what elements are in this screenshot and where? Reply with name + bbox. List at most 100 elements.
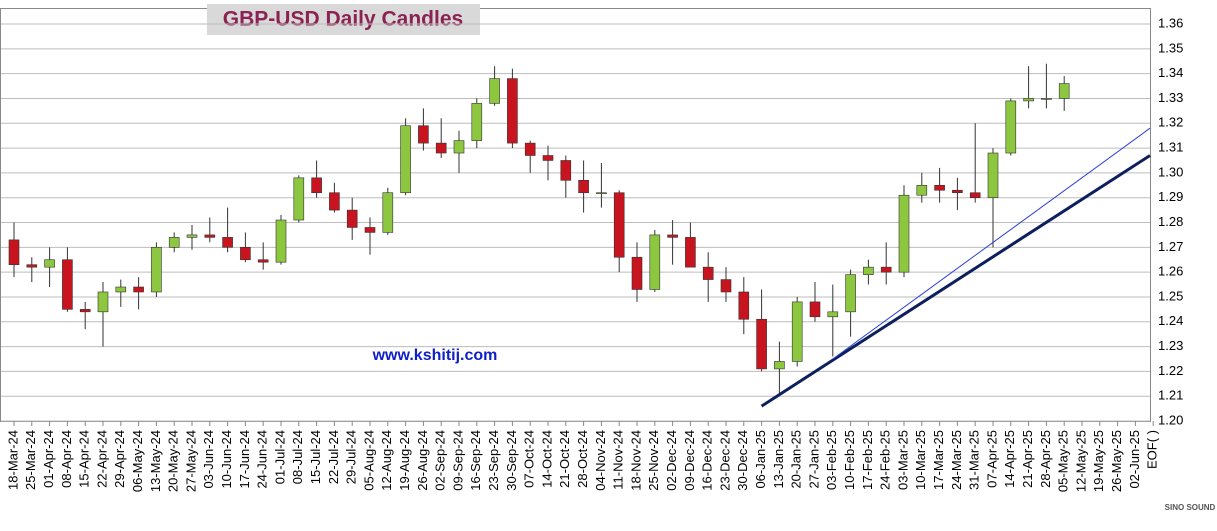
candle-body — [774, 361, 785, 370]
y-tick-label: 1.31 — [1158, 140, 1183, 155]
y-tick-label: 1.24 — [1158, 313, 1183, 328]
y-tick-label: 1.25 — [1158, 288, 1183, 303]
x-tick-label: 30-Sep-24 — [504, 430, 519, 491]
candle-body — [827, 311, 839, 318]
x-tick-label: 29-Jul-24 — [344, 430, 359, 484]
x-tick-label: 17-Mar-25 — [931, 430, 946, 490]
candle-body — [186, 234, 198, 238]
y-tick-label: 1.20 — [1158, 412, 1183, 427]
candle-body — [204, 234, 216, 238]
y-tick-label: 1.27 — [1158, 239, 1183, 254]
y-tick-label: 1.21 — [1158, 388, 1183, 403]
candle-body — [133, 286, 144, 293]
x-tick-label: 21-Apr-25 — [1020, 430, 1035, 488]
x-tick-label: 27-May-24 — [183, 430, 198, 492]
x-tick-label: 15-Apr-24 — [77, 430, 92, 488]
candle-body — [382, 192, 394, 233]
x-tick-label: 09-Sep-24 — [450, 430, 465, 491]
x-tick-label: 14-Apr-25 — [1002, 430, 1017, 488]
candle-body — [26, 264, 38, 268]
x-tick-label: 13-May-24 — [148, 430, 163, 492]
x-tick-label: 19-May-25 — [1091, 430, 1106, 492]
candle-body — [489, 78, 500, 104]
x-tick-label: 07-Oct-24 — [522, 430, 537, 488]
candle-body — [880, 266, 892, 273]
candle-body — [969, 192, 981, 198]
candle-body — [916, 184, 928, 196]
x-tick-label: 03-Feb-25 — [824, 430, 839, 490]
y-tick-label: 1.22 — [1158, 363, 1183, 378]
x-tick-label: 10-Mar-25 — [913, 430, 928, 490]
y-tick-label: 1.28 — [1158, 214, 1183, 229]
candle-body — [952, 189, 963, 194]
candle-body — [79, 309, 91, 313]
chart-title: GBP-USD Daily Candles — [223, 8, 463, 31]
candle-body — [898, 194, 910, 273]
y-tick-label: 1.32 — [1158, 115, 1183, 130]
trendline — [832, 127, 1151, 360]
candle-body — [578, 180, 589, 194]
x-tick-label: 23-Sep-24 — [486, 430, 501, 491]
x-tick-label: 31-Mar-25 — [967, 430, 982, 490]
x-tick-label: 12-May-25 — [1073, 430, 1088, 492]
x-tick-label: 04-Nov-24 — [593, 430, 608, 491]
x-tick-label: 01-Jul-24 — [272, 430, 287, 484]
x-tick-label: 17-Feb-25 — [860, 430, 875, 490]
x-tick-label: 18-Nov-24 — [628, 430, 643, 491]
x-tick-label: EOF( ) — [1145, 430, 1160, 469]
candle-body — [560, 160, 572, 181]
y-tick-label: 1.23 — [1158, 338, 1183, 353]
candle-body — [1058, 83, 1070, 99]
candle-body — [151, 247, 162, 293]
x-tick-label: 26-Aug-24 — [415, 430, 430, 491]
x-tick-label: 21-Oct-24 — [557, 430, 572, 488]
y-tick-label: 1.34 — [1158, 65, 1183, 80]
x-tick-label: 03-Jun-24 — [201, 430, 216, 489]
candle-body — [453, 140, 465, 154]
y-tick-label: 1.29 — [1158, 189, 1183, 204]
candle-body — [756, 318, 767, 370]
x-tick-label: 08-Jul-24 — [290, 430, 305, 484]
candle-body — [329, 192, 340, 211]
candle-body — [293, 177, 305, 221]
candle-body — [631, 256, 643, 290]
x-tick-label: 18-Mar-24 — [5, 430, 20, 490]
candle-body — [507, 78, 518, 144]
logo: SINO SOUND — [1165, 503, 1216, 512]
candle-body — [845, 274, 856, 313]
candle-body — [62, 259, 73, 310]
candle-body — [649, 234, 661, 290]
x-tick-label: 24-Mar-25 — [949, 430, 964, 490]
candle-body — [471, 103, 483, 141]
title-box — [207, 4, 480, 35]
candle-body — [738, 291, 750, 320]
candle-body — [524, 142, 536, 156]
trendline — [760, 154, 1151, 408]
y-tick-label: 1.33 — [1158, 90, 1183, 105]
candle-body — [44, 259, 55, 268]
x-tick-label: 19-Aug-24 — [397, 430, 412, 491]
y-tick-label: 1.26 — [1158, 264, 1183, 279]
x-tick-label: 20-Jan-25 — [789, 430, 804, 489]
x-tick-label: 13-Jan-25 — [771, 430, 786, 489]
candle-body — [934, 184, 945, 191]
candle-body — [435, 142, 447, 154]
x-tick-label: 16-Sep-24 — [468, 430, 483, 491]
x-tick-label: 01-Apr-24 — [41, 430, 56, 488]
candle-body — [542, 155, 554, 161]
candle-body — [1041, 98, 1052, 100]
candle-body — [418, 125, 429, 144]
candle-body — [115, 286, 127, 293]
candle-body — [168, 237, 180, 248]
candle-body — [613, 192, 625, 258]
candle-body — [400, 125, 411, 194]
x-tick-label: 05-Aug-24 — [361, 430, 376, 491]
x-tick-label: 28-Oct-24 — [575, 430, 590, 488]
x-tick-label: 25-Mar-24 — [23, 430, 38, 490]
x-tick-label: 27-Jan-25 — [806, 430, 821, 489]
x-tick-label: 07-Apr-25 — [984, 430, 999, 488]
candle-body — [97, 291, 109, 313]
x-tick-label: 10-Jun-24 — [219, 430, 234, 489]
